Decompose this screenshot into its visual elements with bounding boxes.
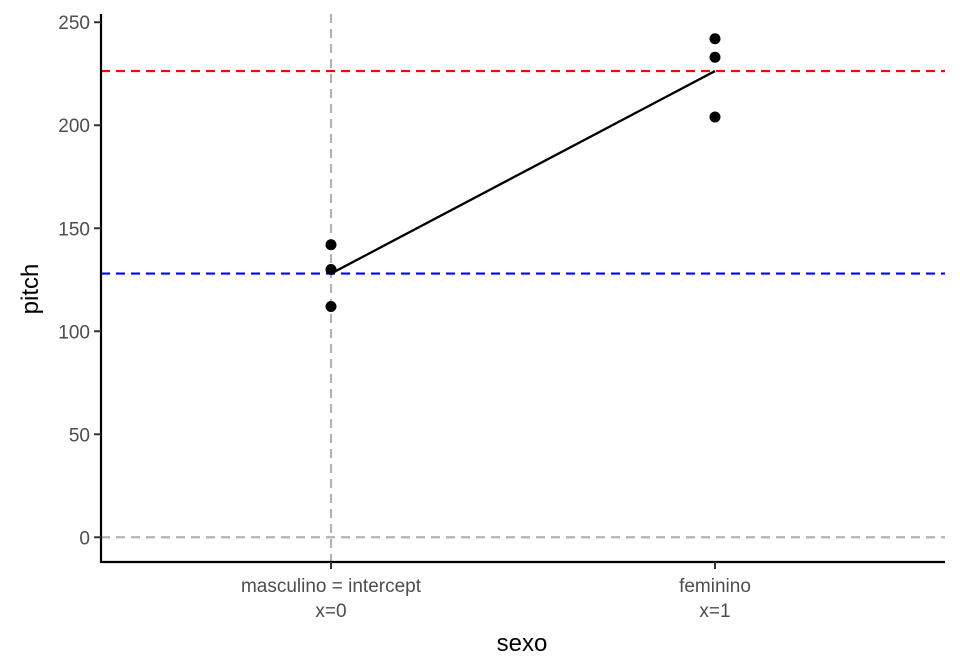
reference-lines [101,14,945,562]
x-tick-label-0-line1: masculino = intercept [241,576,422,597]
y-axis-title: pitch [17,264,44,315]
data-point-0 [325,239,337,251]
y-tick-label-4: 200 [58,116,90,137]
data-point-3 [709,33,721,45]
axes: 0 50 100 150 200 250 masculino = intercept x=0 f… [58,13,945,622]
data-points [325,33,721,313]
data-point-5 [709,111,721,123]
y-tick-label-1: 50 [69,425,90,446]
x-tick-label-1-line2: x=1 [699,601,730,622]
x-tick-label-0-line2: x=0 [315,601,346,622]
data-point-4 [709,51,721,63]
x-axis-title: sexo [497,630,548,657]
x-tick-label-1-line1: feminino [679,576,751,597]
fit-line-layer [330,70,716,275]
y-tick-label-5: 250 [58,13,90,34]
y-tick-label-3: 150 [58,219,90,240]
y-tick-label-0: 0 [79,528,90,549]
y-tick-label-2: 100 [58,322,90,343]
data-point-2 [325,301,337,313]
fit-line [330,70,716,275]
data-point-1 [325,263,337,275]
